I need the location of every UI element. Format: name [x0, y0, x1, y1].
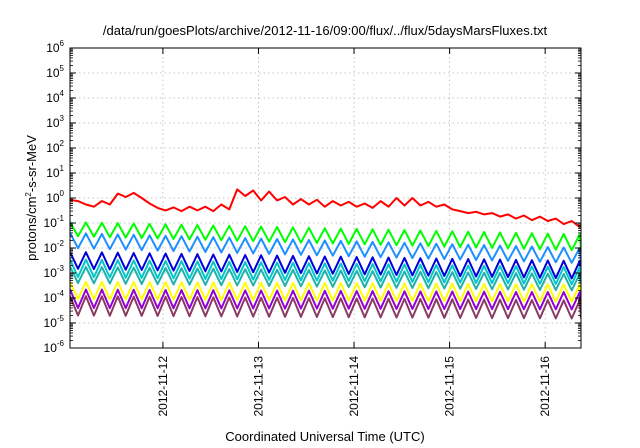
x-tick-label: 2012-11-12: [156, 356, 170, 417]
series-line-3: [70, 232, 581, 264]
y-tick-label-base: 10: [46, 41, 60, 55]
y-tick-label-exp: 4: [60, 89, 65, 98]
x-tick-label: 2012-11-15: [443, 356, 457, 417]
y-tick-label-base: 10: [46, 116, 60, 130]
y-tick-label: 101: [46, 164, 64, 180]
y-axis-label-rest: -s-sr-MeV: [24, 135, 39, 192]
y-axis: 10-610-510-410-310-210-11001011021031041…: [44, 39, 581, 355]
series-line-5: [70, 258, 581, 286]
y-tick-label: 10-5: [44, 314, 65, 330]
y-tick-label: 106: [46, 39, 64, 55]
y-tick-label-exp: 5: [60, 64, 65, 73]
series-line-8: [70, 288, 581, 311]
y-tick-label: 105: [46, 64, 64, 80]
y-tick-label: 10-2: [44, 239, 65, 255]
y-tick-label-base: 10: [44, 291, 58, 305]
y-tick-label-base: 10: [46, 141, 60, 155]
y-tick-label-exp: 3: [60, 114, 65, 123]
y-tick-label-base: 10: [44, 341, 58, 355]
y-tick-label-exp: -1: [57, 214, 65, 223]
y-tick-label: 10-6: [44, 339, 65, 355]
y-tick-label-base: 10: [44, 241, 58, 255]
y-tick-label: 104: [46, 89, 64, 105]
y-tick-label: 10-1: [44, 214, 65, 230]
y-tick-label-exp: 6: [60, 39, 65, 48]
series-line-2: [70, 221, 581, 252]
y-tick-label-exp: -2: [57, 239, 65, 248]
y-tick-label: 10-3: [44, 264, 65, 280]
series-line-1: [70, 188, 581, 228]
chart-title: /data/run/goesPlots/archive/2012-11-16/0…: [103, 23, 548, 38]
x-axis-label: Coordinated Universal Time (UTC): [225, 429, 424, 444]
series-line-6: [70, 265, 581, 292]
x-tick-label: 2012-11-13: [251, 356, 265, 417]
y-tick-label-base: 10: [44, 316, 58, 330]
y-axis-label-base: protons/cm: [24, 197, 39, 261]
x-tick-label: 2012-11-14: [347, 356, 361, 417]
y-tick-label-base: 10: [46, 66, 60, 80]
y-tick-label-exp: 0: [60, 189, 65, 198]
series-line-4: [70, 251, 581, 280]
y-tick-label-exp: -4: [57, 289, 65, 298]
y-tick-label: 10-4: [44, 289, 65, 305]
y-tick-label: 102: [46, 139, 64, 155]
y-tick-label-exp: 1: [60, 164, 65, 173]
y-tick-label-exp: -3: [57, 264, 65, 273]
series-line-9: [70, 295, 581, 320]
y-tick-label-exp: 2: [60, 139, 65, 148]
series-layer: [70, 188, 581, 320]
y-axis-label-sup: 2: [24, 192, 33, 197]
y-axis-label: protons/cm2-s-sr-MeV: [24, 135, 39, 261]
y-tick-label-exp: -5: [57, 314, 65, 323]
y-tick-label-base: 10: [44, 216, 58, 230]
y-tick-label: 103: [46, 114, 64, 130]
x-tick-label: 2012-11-16: [538, 356, 552, 417]
y-tick-label-base: 10: [46, 91, 60, 105]
y-tick-label-base: 10: [46, 166, 60, 180]
y-tick-label-base: 10: [44, 266, 58, 280]
y-tick-label: 100: [46, 189, 64, 205]
x-axis: 2012-11-12 2012-11-13 2012-11-14 2012-11-15…: [156, 48, 552, 417]
y-tick-label-exp: -6: [57, 339, 65, 348]
series-line-7: [70, 280, 581, 303]
y-tick-label-base: 10: [46, 191, 60, 205]
